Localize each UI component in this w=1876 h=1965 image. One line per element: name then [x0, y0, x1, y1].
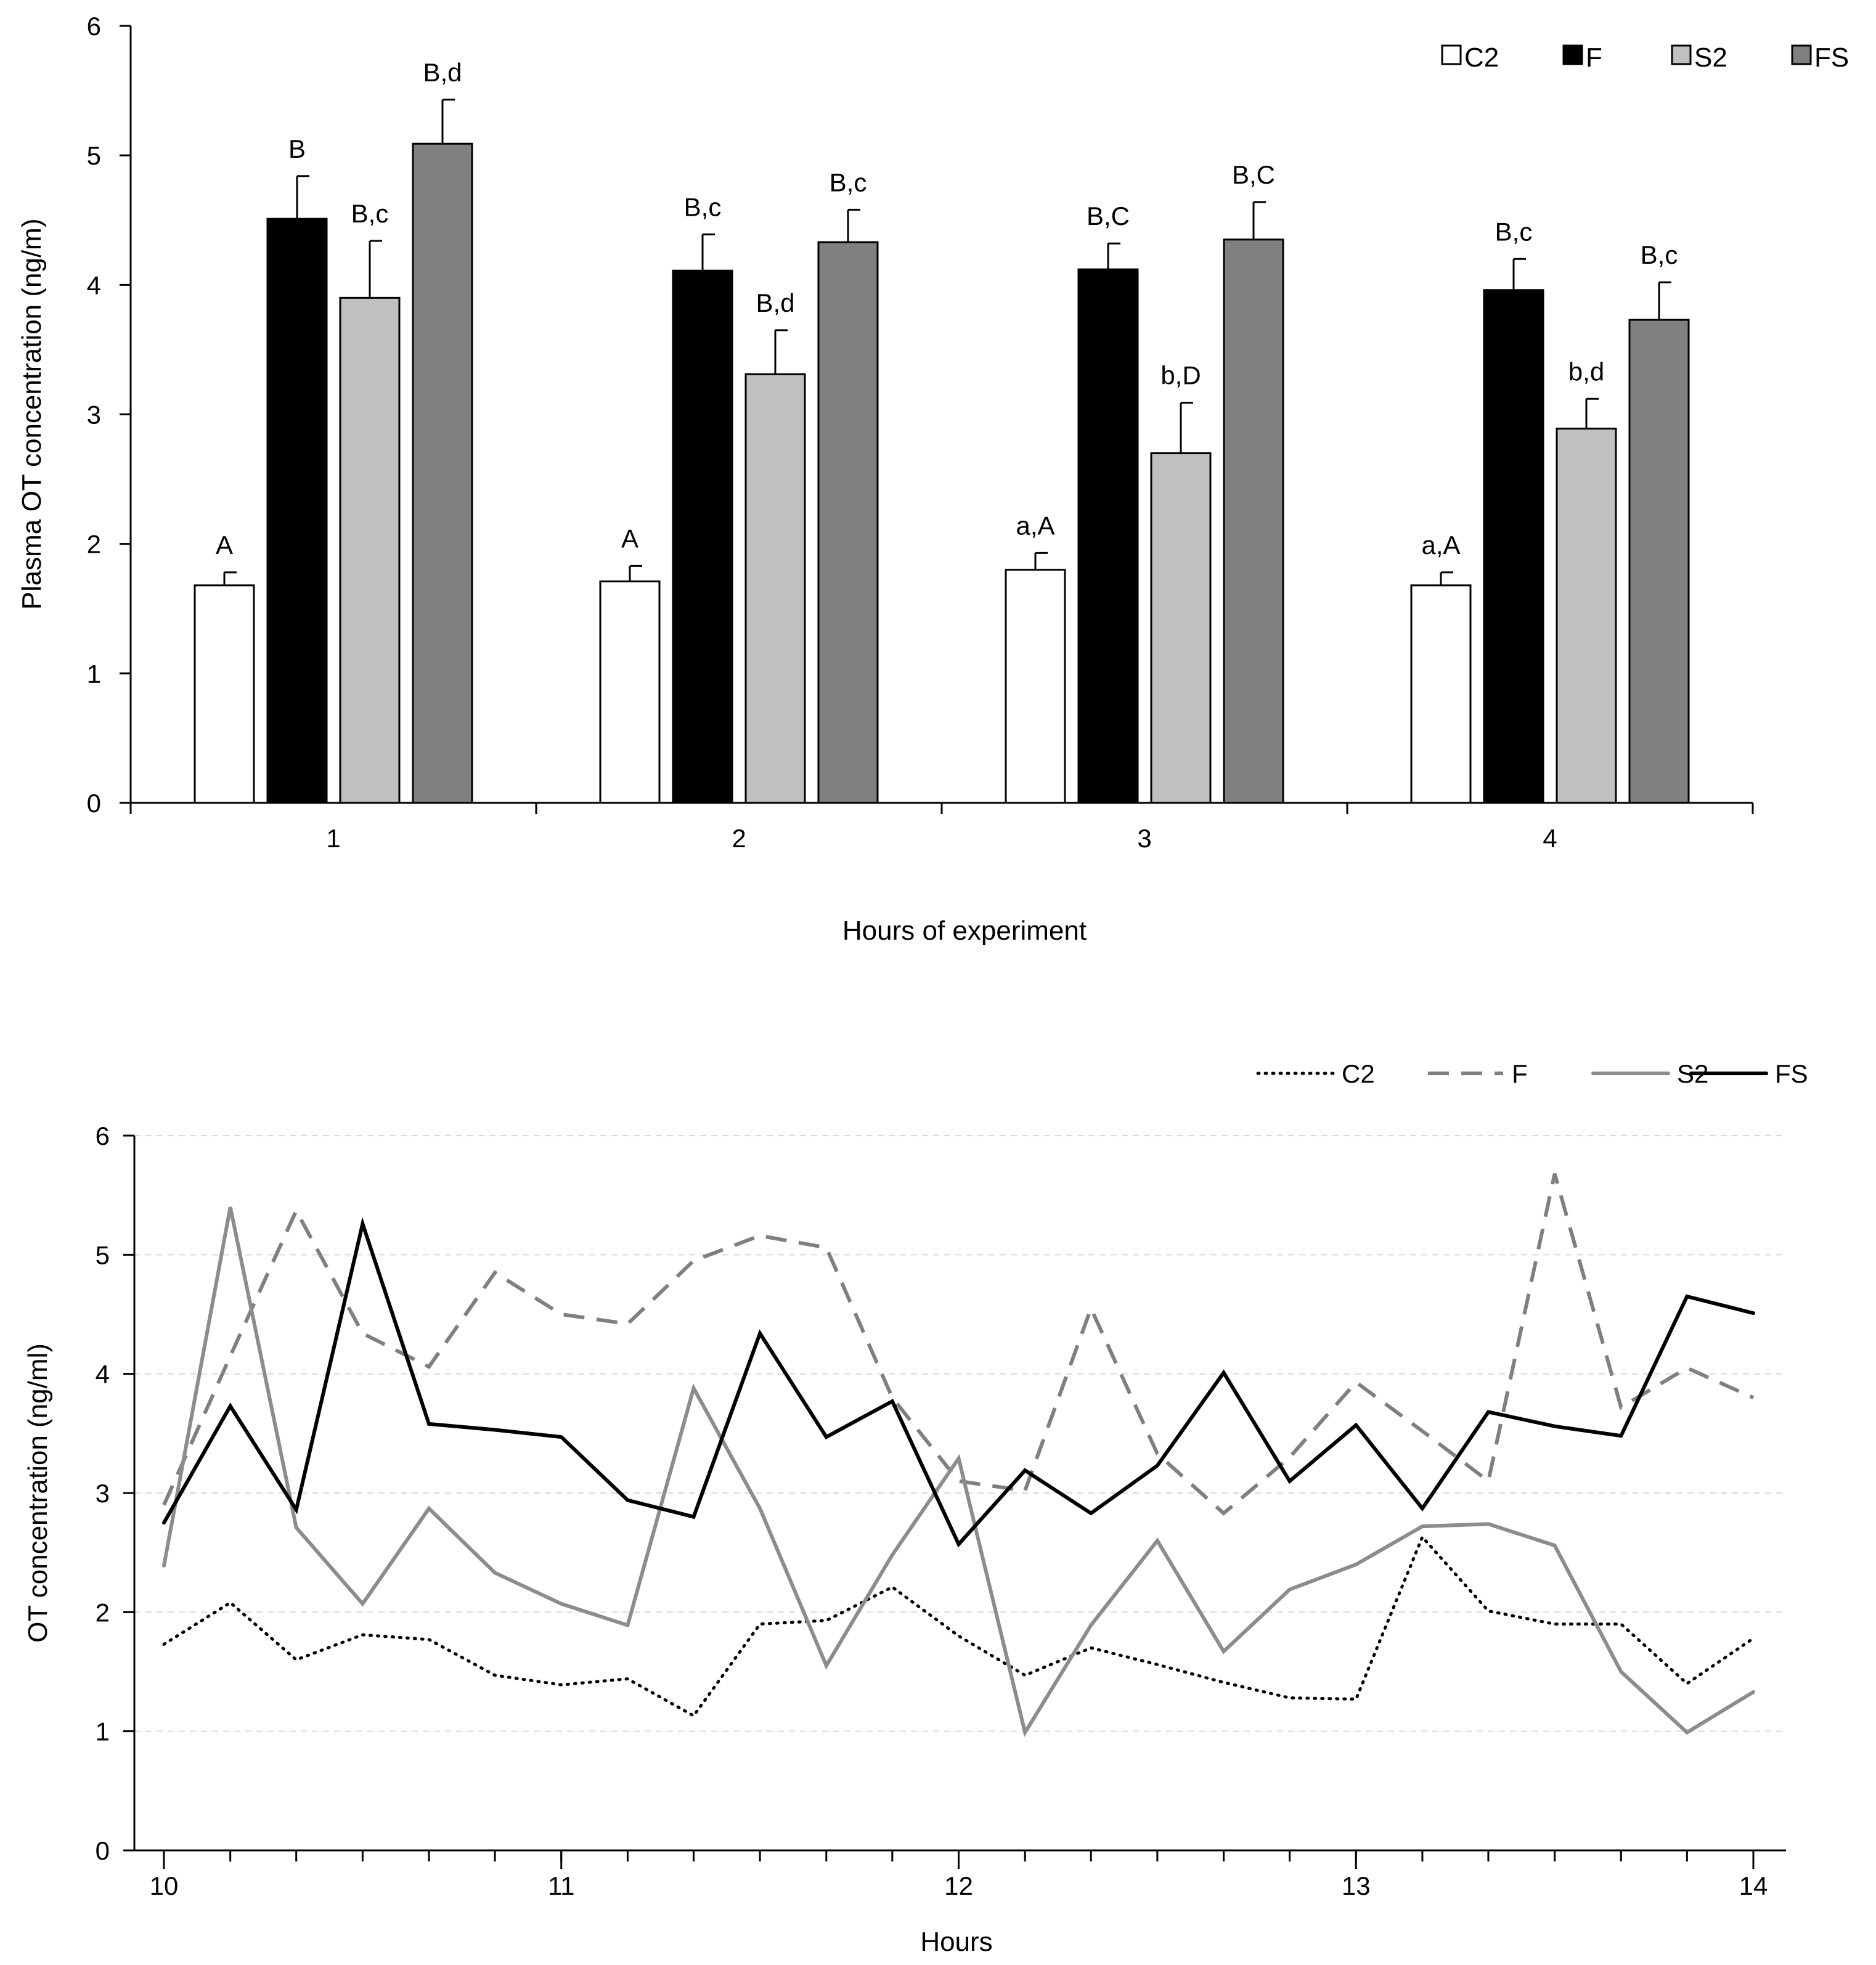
bar-x-tick-label: 3 [1137, 824, 1151, 853]
bar-x-ticks: 1 2 3 4 [326, 824, 1557, 853]
bar-f [1077, 268, 1139, 804]
bar-fs [817, 241, 879, 804]
line-x-tick-label: 14 [1739, 1871, 1768, 1900]
line-y-tick-label: 4 [96, 1360, 110, 1389]
line-series-c2 [162, 1534, 1755, 1718]
bar-y-tick-label: 6 [87, 12, 101, 41]
line-y-ticks: 0 1 2 3 4 5 6 [96, 1121, 134, 1865]
line-series-s2 [162, 1206, 1755, 1738]
bar-y-tick-label: 5 [87, 141, 101, 170]
bar-y-tick-label: 2 [87, 530, 101, 559]
bar-c2 [194, 584, 255, 804]
line-y-tick-label: 1 [96, 1717, 110, 1746]
bar-s2 [1556, 428, 1617, 804]
bar-data-label: B,c [351, 199, 389, 228]
bar-x-axis-title: Hours of experiment [842, 916, 1087, 946]
line-y-axis-title: OT concentration (ng/ml) [23, 1343, 53, 1643]
bar-y-tick-label: 0 [87, 789, 101, 818]
line-x-tick-label: 11 [548, 1871, 575, 1900]
legend-label-fs: FS [1814, 43, 1849, 73]
bar-fs [1628, 319, 1690, 804]
bar-f [1483, 289, 1544, 804]
bar-f [266, 218, 328, 804]
bar-series-group [194, 142, 1690, 804]
bar-data-label: B,c [1641, 240, 1678, 269]
bar-s2 [339, 296, 401, 804]
bar-data-label: a,A [1421, 531, 1460, 559]
line-x-axis-title: Hours [920, 1927, 992, 1957]
bar-data-label: A [216, 531, 233, 559]
line-series-f [162, 1173, 1755, 1516]
bar-data-label: A [621, 524, 638, 553]
bar-data-label: B,C [1087, 201, 1130, 230]
bar-data-label: B,C [1232, 160, 1275, 189]
bar-error-bars [223, 99, 1671, 585]
bar-c2 [1005, 569, 1066, 804]
bar-y-tick-label: 3 [87, 401, 101, 429]
line-y-tick-label: 5 [96, 1240, 110, 1269]
bar-s2 [744, 373, 806, 804]
line-y-tick-label: 3 [96, 1479, 110, 1508]
legend-label-s2: S2 [1694, 43, 1727, 73]
bar-data-label: B,c [1495, 217, 1533, 246]
legend-swatch-s2 [1671, 44, 1692, 65]
line-series-group [162, 1173, 1755, 1738]
bar-data-label: b,d [1568, 357, 1604, 386]
bar-data-label: a,A [1016, 511, 1054, 540]
bar-y-ticks: 0 1 2 3 4 5 6 [87, 12, 101, 818]
bar-data-label: B [288, 134, 306, 163]
bar-c2 [599, 580, 661, 804]
legend-label-c2: C2 [1464, 43, 1499, 73]
legend-swatch-fs [1791, 44, 1812, 65]
line-x-tick-label: 13 [1342, 1871, 1371, 1900]
bar-y-axis-title: Plasma OT concentration (ng/m) [17, 219, 47, 610]
bar-x-tick-label: 4 [1543, 824, 1557, 853]
bar-data-label: B,d [423, 58, 462, 87]
bar-data-label: b,D [1160, 361, 1201, 390]
bar-x-tick-label: 2 [732, 824, 746, 853]
line-x-ticks: 10 11 12 13 14 [150, 1850, 1768, 1900]
bar-c2 [1410, 584, 1472, 804]
line-y-tick-label: 2 [96, 1598, 110, 1627]
legend-label-f: F [1512, 1059, 1528, 1088]
line-legend: C2 F S2 FS [1256, 1059, 1808, 1088]
legend-label-fs: FS [1775, 1059, 1808, 1088]
line-y-tick-label: 6 [96, 1121, 110, 1150]
line-x-tick-label: 12 [944, 1871, 973, 1900]
bar-data-label: B,c [830, 168, 867, 197]
legend-swatch-c2 [1441, 44, 1462, 65]
legend-label-c2: C2 [1342, 1059, 1375, 1088]
line-y-tick-label: 0 [96, 1836, 110, 1865]
bar-fs [412, 142, 473, 804]
bar-fs [1223, 238, 1284, 804]
bar-data-label: B,d [756, 288, 794, 317]
bar-y-tick-label: 4 [87, 271, 101, 299]
bar-legend: C2 F S2 FS [1441, 43, 1849, 73]
bar-data-label: B,c [684, 192, 722, 221]
bar-y-tick-label: 1 [87, 659, 101, 688]
line-x-tick-label: 10 [150, 1871, 179, 1900]
line-gridlines [134, 1135, 1786, 1732]
bar-tick-marks [120, 25, 1754, 814]
legend-label-f: F [1586, 43, 1602, 73]
legend-swatch-f [1562, 44, 1583, 65]
bar-f [672, 269, 733, 804]
bar-x-tick-label: 1 [326, 824, 340, 853]
line-series-fs [162, 1217, 1755, 1548]
bar-s2 [1150, 452, 1212, 804]
